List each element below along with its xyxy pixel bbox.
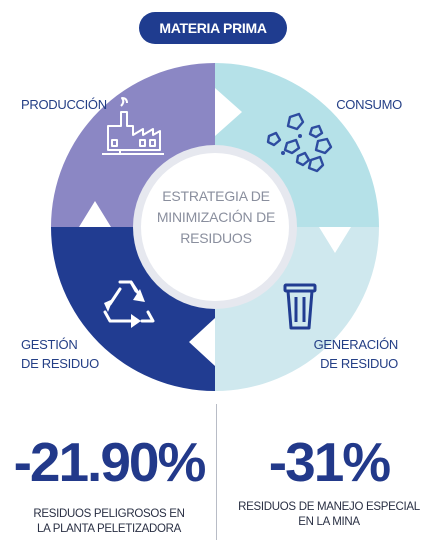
stat-caption-mina: RESIDUOS DE MANEJO ESPECIAL EN LA MINA (238, 501, 420, 528)
rocks-icon (266, 112, 333, 173)
recycle-icon (103, 280, 155, 328)
stat-value-peletizadora: -21.90% (13, 431, 207, 493)
factory-icon (102, 97, 164, 155)
trash-bin-icon (283, 283, 317, 330)
stats-divider (216, 404, 217, 540)
stat-value-mina: -31% (268, 431, 391, 493)
waste-strategy-wheel (51, 63, 379, 391)
center-disc (141, 153, 289, 301)
label-gestion: GESTIÓN DE RESIDUO (21, 337, 99, 371)
header-title: MATERIA PRIMA (159, 20, 267, 36)
label-produccion: PRODUCCIÓN (21, 97, 107, 112)
center-title: ESTRATEGIA DE MINIMIZACIÓN DE RESIDUOS (156, 188, 276, 246)
header-pill: MATERIA PRIMA (139, 12, 287, 44)
label-generacion: GENERACIÓN DE RESIDUO (313, 337, 399, 371)
stat-caption-peletizadora: RESIDUOS PELIGROSOS EN LA PLANTA PELETIZ… (33, 508, 185, 535)
label-consumo: CONSUMO (336, 97, 402, 112)
